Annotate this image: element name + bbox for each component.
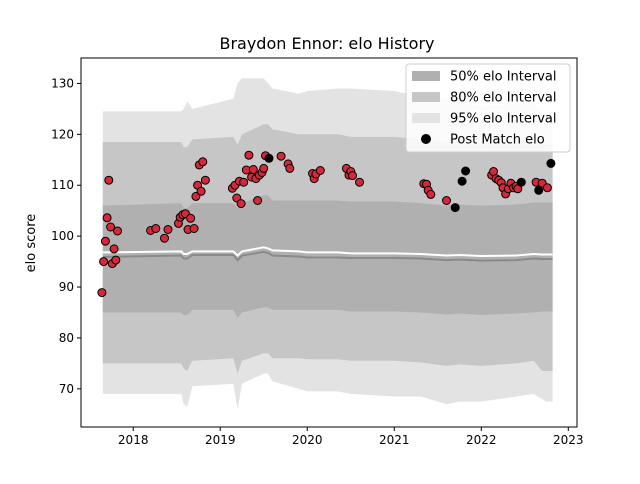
x-tick-label: 2020 bbox=[292, 433, 323, 447]
post-match-elo-point bbox=[236, 199, 246, 209]
x-tick-label: 2018 bbox=[118, 433, 149, 447]
post-match-elo-point bbox=[200, 175, 210, 185]
post-match-elo-point bbox=[285, 163, 295, 173]
legend-label: 50% elo Interval bbox=[450, 70, 557, 85]
y-tick-label: 80 bbox=[59, 331, 74, 345]
y-tick-label: 110 bbox=[51, 178, 74, 192]
post-match-elo-point bbox=[99, 257, 109, 267]
post-match-elo-point bbox=[160, 233, 169, 243]
legend-marker bbox=[421, 134, 431, 144]
post-match-elo-point bbox=[163, 225, 173, 234]
post-match-elo-point bbox=[457, 176, 467, 186]
legend: 50% elo Interval 80% elo Interval 95% elo … bbox=[405, 63, 571, 153]
x-axis: 2018 2019 2020 2021 2022 2023 bbox=[118, 427, 584, 447]
chart-title: Braydon Ennor: elo History bbox=[219, 34, 434, 53]
post-match-elo-point bbox=[100, 236, 110, 246]
interval-bands bbox=[102, 78, 553, 410]
post-match-elo-point bbox=[253, 196, 263, 205]
post-match-elo-point bbox=[534, 185, 544, 195]
post-match-elo-point bbox=[546, 158, 556, 168]
post-match-elo-point bbox=[248, 165, 258, 174]
post-match-elo-point bbox=[111, 255, 121, 265]
legend-swatch bbox=[412, 113, 440, 123]
legend-swatch bbox=[412, 71, 440, 81]
legend-label: 95% elo Interval bbox=[450, 112, 557, 127]
legend-label: 80% elo Interval bbox=[450, 91, 557, 106]
legend-box bbox=[405, 63, 571, 153]
x-tick-label: 2023 bbox=[553, 433, 584, 447]
post-match-elo-point bbox=[442, 196, 451, 205]
x-tick-label: 2022 bbox=[466, 433, 497, 447]
post-match-elo-point bbox=[516, 177, 526, 187]
y-tick-label: 70 bbox=[59, 382, 74, 396]
post-match-elo-point bbox=[542, 183, 552, 193]
post-match-elo-point bbox=[276, 151, 286, 161]
post-match-elo-point bbox=[97, 288, 107, 298]
post-match-elo-point bbox=[461, 166, 471, 176]
post-match-elo-point bbox=[151, 224, 161, 233]
post-match-elo-point bbox=[104, 175, 114, 185]
plot-frame bbox=[80, 57, 578, 428]
post-match-elo-point bbox=[189, 224, 199, 233]
post-match-elo-point bbox=[109, 244, 119, 254]
post-match-elo-point bbox=[348, 171, 357, 181]
median-elo-line bbox=[102, 250, 553, 262]
post-match-elo-point bbox=[355, 177, 364, 187]
post-match-elo-point bbox=[426, 189, 436, 199]
y-axis-label: elo score bbox=[24, 214, 39, 273]
mean-elo-line bbox=[102, 246, 553, 258]
legend-label: Post Match elo bbox=[450, 133, 545, 148]
post-match-elo-point bbox=[264, 153, 274, 163]
y-tick-label: 130 bbox=[51, 76, 74, 90]
post-match-elo-point bbox=[196, 186, 206, 196]
post-match-elo-point bbox=[102, 213, 112, 223]
y-tick-label: 100 bbox=[51, 229, 74, 243]
post-match-elo-point bbox=[198, 157, 208, 167]
x-tick-label: 2021 bbox=[379, 433, 410, 447]
legend-swatch bbox=[412, 92, 440, 102]
post-match-elo-point bbox=[106, 222, 116, 232]
post-match-elo-point bbox=[450, 203, 460, 213]
y-tick-label: 90 bbox=[59, 280, 74, 294]
post-match-elo-point bbox=[315, 166, 325, 175]
y-tick-label: 120 bbox=[51, 127, 74, 141]
trend-lines bbox=[102, 246, 553, 262]
x-tick-label: 2019 bbox=[205, 433, 236, 447]
y-axis: 70 80 90 100 110 120 130 bbox=[51, 76, 81, 396]
post-match-elo-point bbox=[259, 163, 269, 173]
post-match-elo-point bbox=[244, 150, 254, 160]
post-match-elo-point bbox=[186, 213, 196, 223]
post-match-points bbox=[97, 150, 556, 298]
post-match-elo-point bbox=[239, 177, 249, 187]
post-match-elo-point bbox=[113, 226, 122, 236]
